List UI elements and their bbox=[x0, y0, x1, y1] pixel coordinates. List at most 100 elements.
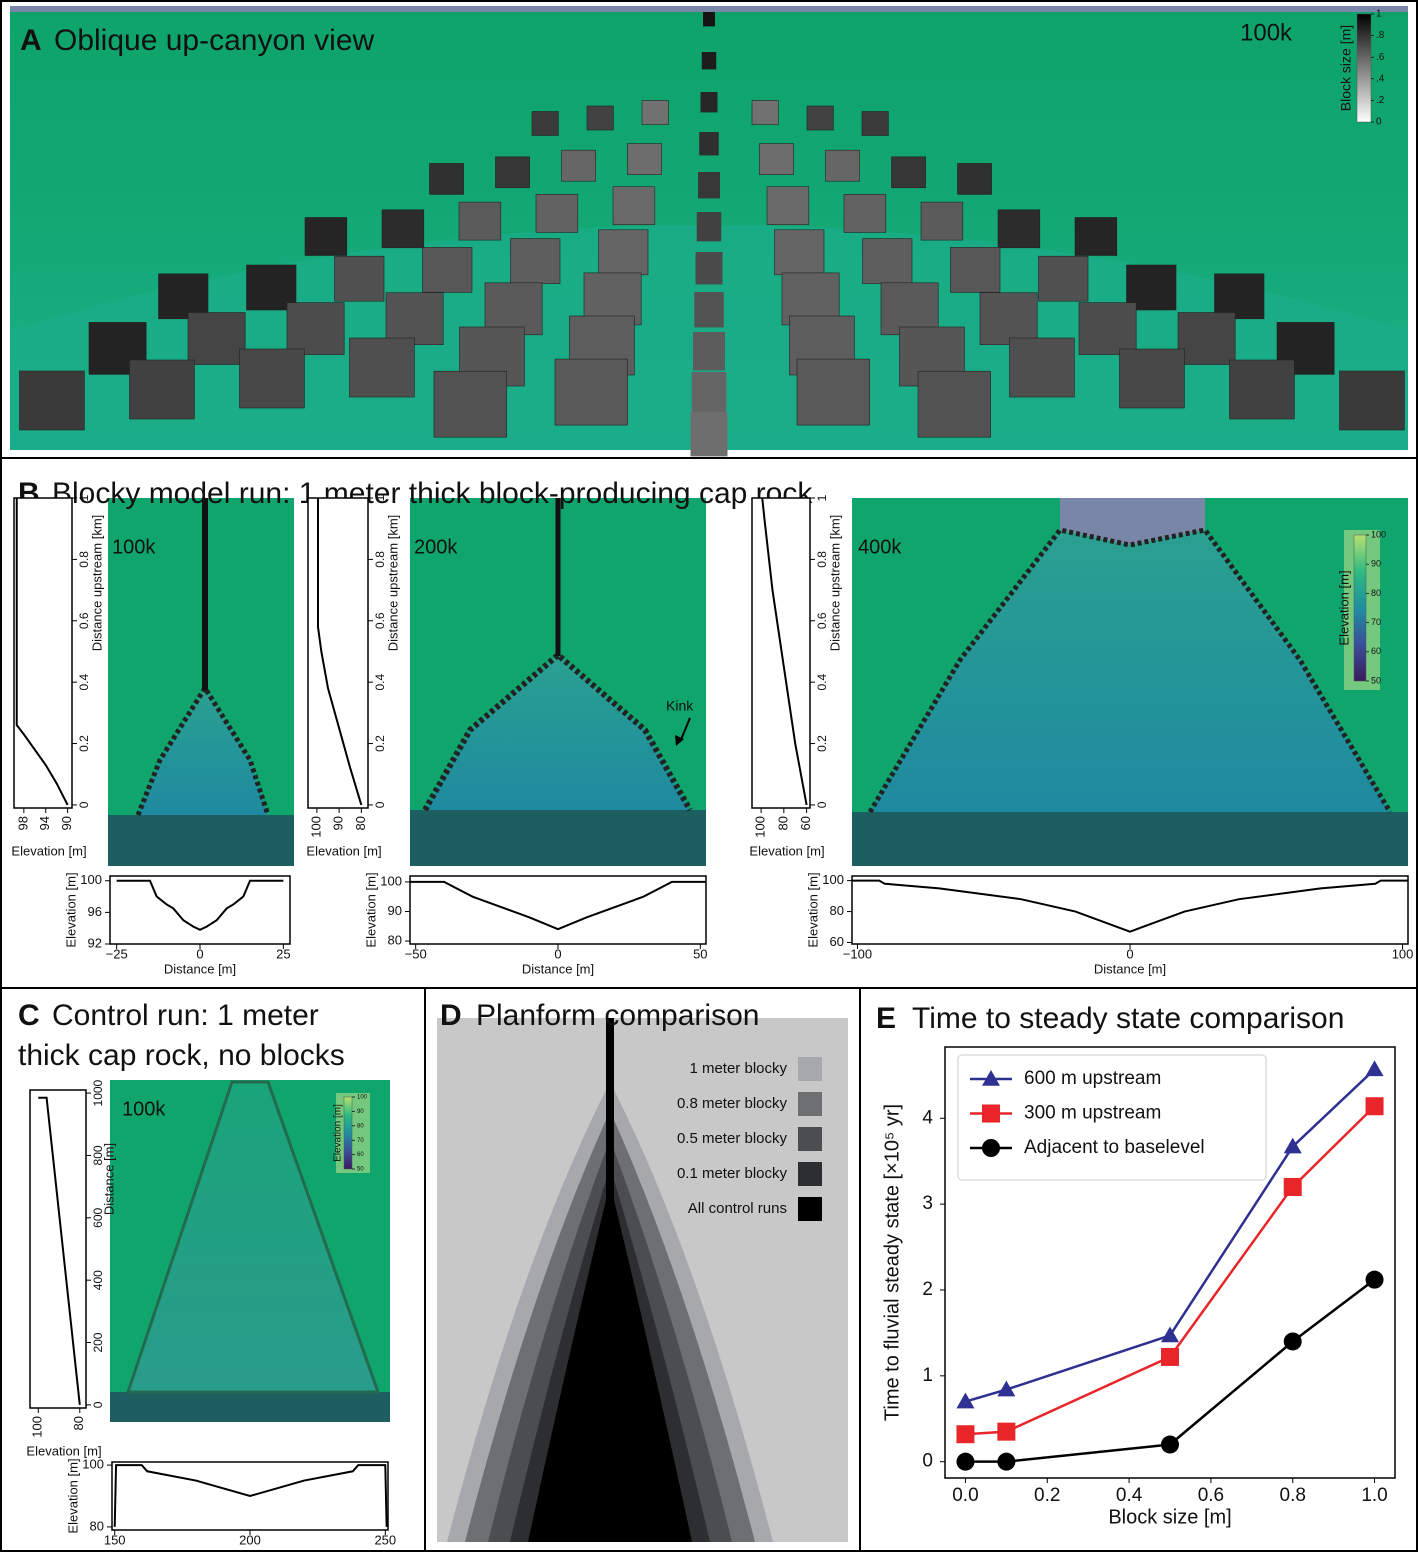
x-tick-label: 200 bbox=[239, 1532, 261, 1547]
colorbar-tick-label: .4 bbox=[1376, 73, 1385, 84]
y-tick-label: 100 bbox=[80, 872, 102, 887]
block bbox=[891, 156, 926, 189]
block bbox=[698, 172, 720, 199]
legend-label: All control runs bbox=[688, 1200, 787, 1217]
x-tick-label: −25 bbox=[106, 946, 128, 961]
x-axis-label: Block size [m] bbox=[1108, 1506, 1231, 1528]
images bbox=[10, 6, 1408, 1542]
legend-marker bbox=[982, 1070, 1000, 1086]
data-line bbox=[852, 879, 1408, 933]
block bbox=[627, 143, 662, 175]
x-tick-label: 1.0 bbox=[1361, 1485, 1387, 1506]
block bbox=[1214, 273, 1265, 320]
block bbox=[433, 370, 507, 438]
y-tick-label: 0.2 bbox=[373, 735, 387, 752]
panel-title: Oblique up-canyon view bbox=[54, 24, 375, 57]
y-tick-label: 0.6 bbox=[373, 612, 387, 629]
panel-title: Planform comparison bbox=[476, 999, 759, 1032]
y-tick-label: 400 bbox=[91, 1270, 105, 1290]
block bbox=[699, 132, 719, 156]
block bbox=[612, 186, 656, 225]
panel-letter: E bbox=[876, 1002, 896, 1035]
data-line bbox=[38, 1096, 81, 1405]
block-edge bbox=[135, 683, 271, 816]
block bbox=[843, 194, 887, 233]
colorbar-tick-label: 50 bbox=[357, 1167, 364, 1173]
colorbar-tick-label: 90 bbox=[357, 1109, 364, 1115]
block bbox=[239, 348, 305, 409]
y-tick-label: 800 bbox=[91, 1145, 105, 1165]
block bbox=[1009, 337, 1075, 398]
colorbar-tick-label: 90 bbox=[1371, 559, 1381, 569]
data-line bbox=[410, 880, 706, 931]
block bbox=[774, 229, 825, 276]
y-tick-label: 0 bbox=[922, 1451, 933, 1472]
block bbox=[286, 302, 345, 355]
y-tick-label: 0 bbox=[815, 801, 829, 808]
block bbox=[561, 149, 596, 182]
colorbar bbox=[1356, 13, 1372, 123]
legend-marker bbox=[982, 1104, 1000, 1123]
legend-swatch bbox=[798, 1162, 822, 1186]
x-tick-label: 0.6 bbox=[1198, 1485, 1224, 1506]
plot-frame bbox=[109, 875, 291, 945]
base-level-band bbox=[410, 810, 706, 866]
data-point bbox=[1283, 1137, 1302, 1154]
block bbox=[1074, 217, 1118, 256]
x-tick-label: 0.2 bbox=[1034, 1485, 1060, 1506]
time-label: 400k bbox=[858, 536, 902, 558]
data-line bbox=[317, 498, 363, 806]
plot-frame bbox=[409, 875, 707, 945]
block bbox=[861, 111, 889, 136]
legend-swatch bbox=[798, 1197, 822, 1221]
data-point bbox=[1365, 1097, 1384, 1116]
data-point bbox=[1365, 1270, 1384, 1289]
panel-title: Time to steady state comparison bbox=[912, 1002, 1344, 1035]
plot-frame bbox=[13, 497, 73, 809]
x-tick-label: 80 bbox=[71, 1416, 86, 1430]
block bbox=[554, 358, 628, 426]
y-tick-label: 0.8 bbox=[815, 551, 829, 568]
block bbox=[806, 105, 834, 131]
legend-label: 1 meter blocky bbox=[689, 1060, 787, 1077]
colorbar-tick-label: 80 bbox=[1371, 588, 1381, 598]
block bbox=[1177, 312, 1236, 365]
base-level-band bbox=[852, 812, 1408, 866]
block bbox=[917, 370, 991, 438]
y-tick-label: 80 bbox=[830, 903, 844, 918]
colorbar bbox=[343, 1096, 353, 1170]
x-tick-label: 0 bbox=[554, 946, 561, 961]
legend-swatch bbox=[798, 1127, 822, 1151]
block bbox=[759, 143, 794, 175]
plot-frame bbox=[851, 875, 1409, 945]
data-point bbox=[1161, 1326, 1179, 1343]
block bbox=[381, 209, 425, 249]
block bbox=[695, 252, 723, 285]
block-edge bbox=[867, 527, 1393, 814]
x-tick-label: 0.8 bbox=[1280, 1485, 1306, 1506]
canyon bbox=[138, 688, 268, 815]
x-axis-label: Elevation [m] bbox=[11, 843, 86, 858]
colorbar bbox=[1353, 534, 1367, 682]
data-point bbox=[997, 1422, 1016, 1441]
legend-marker bbox=[982, 1139, 1000, 1157]
data-point bbox=[997, 1452, 1016, 1471]
y-tick-label: 92 bbox=[88, 935, 102, 950]
y-tick-label: 0 bbox=[77, 801, 91, 808]
y-tick-label: 0.6 bbox=[77, 612, 91, 629]
x-tick-label: 0.0 bbox=[952, 1485, 978, 1506]
colorbar-tick-label: .2 bbox=[1376, 95, 1385, 106]
data-point bbox=[997, 1380, 1016, 1397]
block bbox=[429, 163, 464, 195]
y-tick-label: 80 bbox=[388, 932, 402, 947]
block bbox=[997, 209, 1041, 249]
canyon bbox=[125, 1080, 381, 1394]
y-axis-label: Distance upstream [km] bbox=[89, 515, 104, 652]
y-tick-label: 100 bbox=[380, 873, 402, 888]
block bbox=[598, 229, 649, 276]
y-tick-label: 60 bbox=[830, 934, 844, 949]
x-axis-label: Elevation [m] bbox=[306, 843, 381, 858]
y-axis-label: Elevation [m] bbox=[363, 872, 378, 947]
legend-label: 600 m upstream bbox=[1024, 1068, 1161, 1089]
